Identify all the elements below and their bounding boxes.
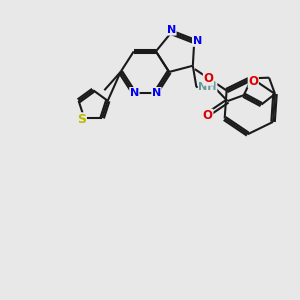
Text: O: O bbox=[248, 75, 258, 88]
Text: N: N bbox=[193, 36, 202, 46]
Text: N: N bbox=[130, 88, 139, 98]
Text: N: N bbox=[167, 25, 176, 35]
Text: O: O bbox=[203, 72, 214, 85]
Text: S: S bbox=[77, 113, 86, 126]
Text: N: N bbox=[152, 88, 161, 98]
Text: O: O bbox=[203, 109, 213, 122]
Text: NH: NH bbox=[198, 82, 217, 92]
